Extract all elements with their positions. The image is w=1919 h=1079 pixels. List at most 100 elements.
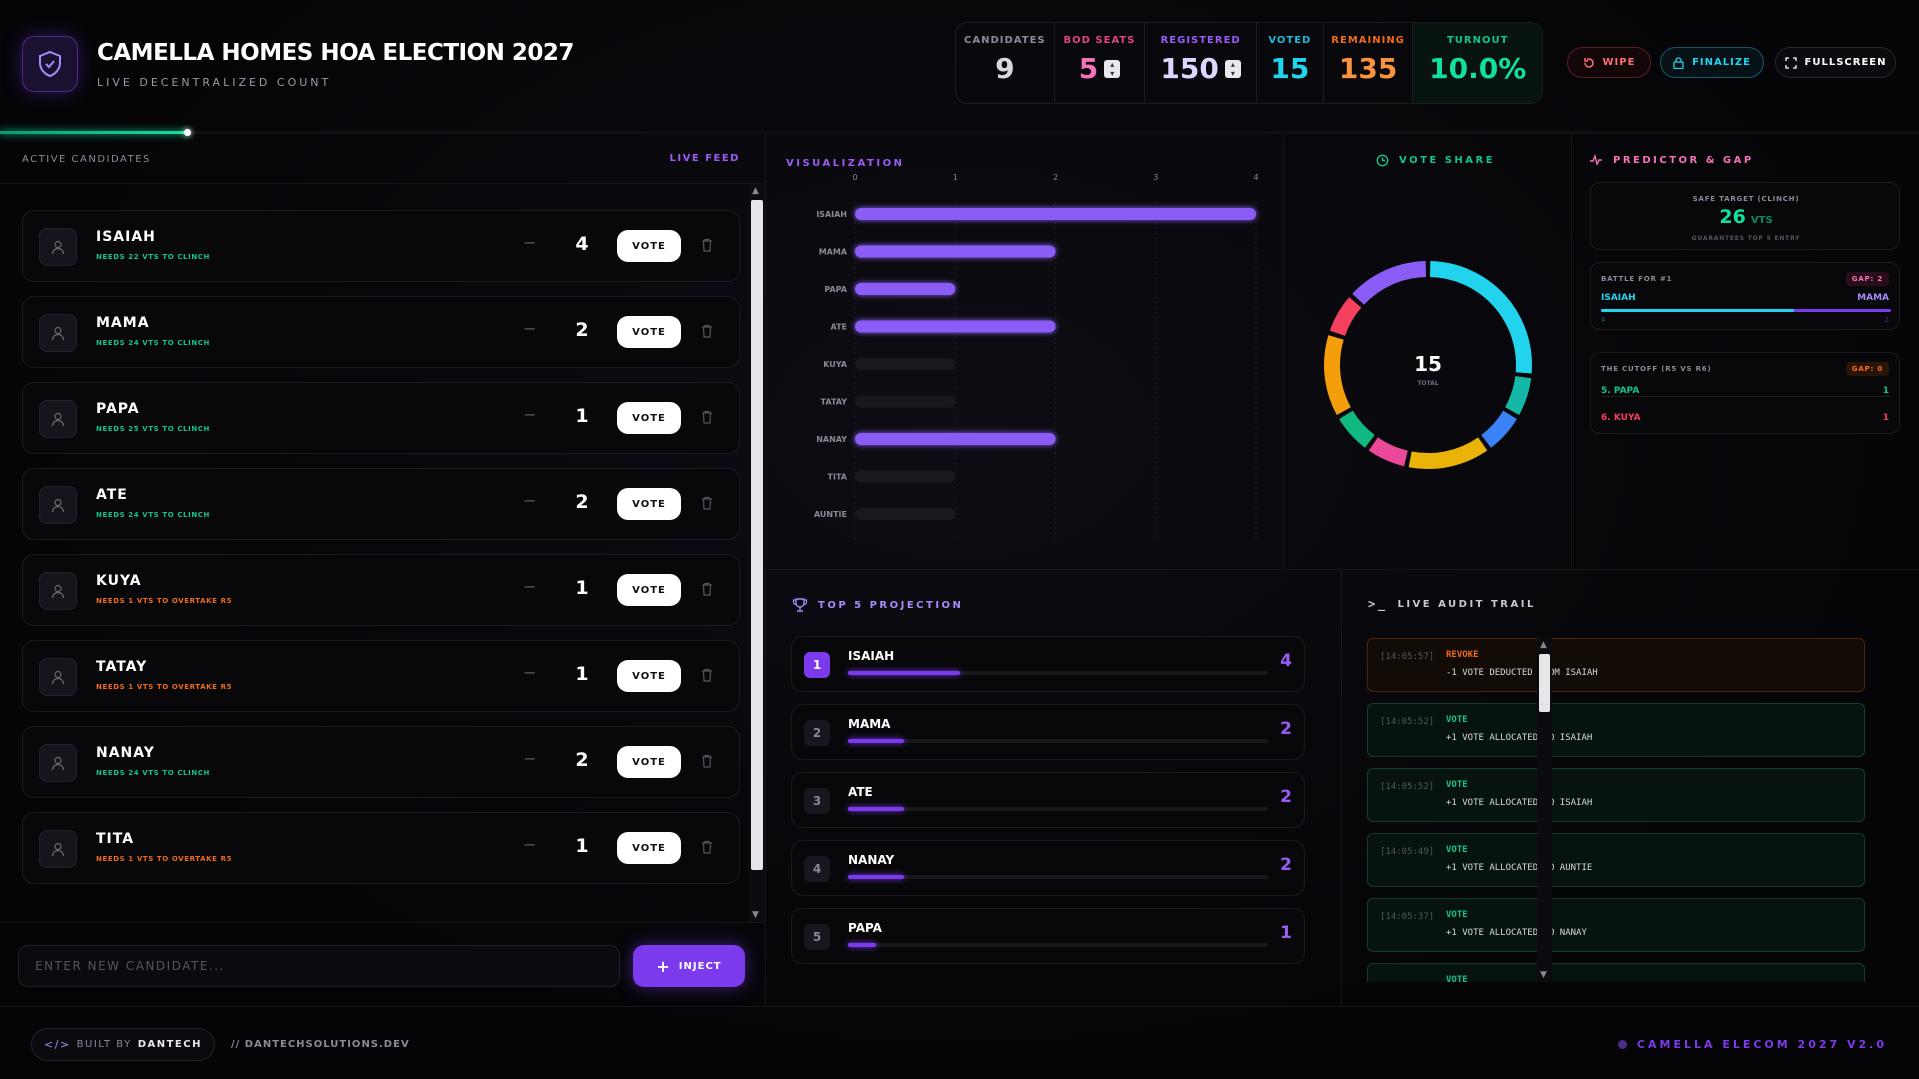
footer-domain-link[interactable]: // DANTECHSOLUTIONS.DEV — [231, 1039, 410, 1050]
candidate-row: KUYA NEEDS 1 VTS TO OVERTAKE R5 − 1 VOTE — [22, 554, 740, 626]
audit-message: -1 VOTE DEDUCTED FROM ISAIAH — [1446, 668, 1598, 678]
bar — [855, 245, 1056, 258]
trash-icon[interactable] — [701, 323, 713, 342]
wipe-label: WIPE — [1602, 57, 1636, 68]
category-label: TITA — [828, 473, 848, 482]
projection-votes: 2 — [1280, 787, 1292, 807]
vote-button[interactable]: VOTE — [617, 660, 681, 692]
decrement-button[interactable]: − — [523, 577, 537, 596]
stat-label: REMAINING — [1331, 35, 1405, 46]
projection-bar — [848, 875, 1268, 879]
vote-button[interactable]: VOTE — [617, 316, 681, 348]
decrement-button[interactable]: − — [523, 835, 537, 854]
candidate-vote-count: 1 — [575, 663, 589, 685]
stat-value: 10.0% — [1429, 52, 1527, 85]
terminal-icon: >_ — [1368, 597, 1388, 611]
audit-panel: >_ LIVE AUDIT TRAIL [14:05:57] REVOKE -1 V… — [1343, 570, 1919, 1006]
registered-stepper[interactable]: ▴ ▾ — [1224, 59, 1241, 78]
vote-button[interactable]: VOTE — [617, 230, 681, 262]
audit-type: VOTE — [1446, 845, 1468, 855]
trash-icon[interactable] — [701, 667, 713, 686]
trash-icon[interactable] — [701, 495, 713, 514]
trash-icon[interactable] — [701, 409, 713, 428]
audit-message: +1 VOTE ALLOCATED TO ISAIAH — [1446, 798, 1593, 808]
user-icon — [39, 658, 77, 696]
scrollbar-thumb[interactable] — [751, 200, 763, 870]
shield-icon — [22, 36, 78, 92]
projection-name: NANAY — [848, 853, 895, 867]
x-tick-label: 1 — [953, 173, 958, 182]
vote-button[interactable]: VOTE — [617, 746, 681, 778]
stat-value: 135 — [1338, 52, 1398, 85]
category-label: AUNTIE — [814, 510, 847, 519]
candidate-name: TITA — [96, 831, 135, 847]
cutoff-gap-badge: GAP: 0 — [1845, 362, 1889, 376]
donut-total-label: TOTAL — [1417, 380, 1438, 387]
bar-empty — [855, 395, 956, 408]
trash-icon[interactable] — [701, 839, 713, 858]
candidate-list-scrollbar[interactable]: ▲ ▼ — [749, 184, 765, 922]
audit-entry: [14:05:52] VOTE +1 VOTE ALLOCATED TO ISAIA… — [1367, 768, 1865, 822]
scroll-down-icon[interactable]: ▼ — [752, 910, 759, 920]
live-feed-label: LIVE FEED — [669, 153, 740, 164]
header: CAMELLA HOMES HOA ELECTION 2027 LIVE DEC… — [0, 0, 1919, 136]
wipe-button[interactable]: WIPE — [1567, 47, 1651, 78]
category-label: KUYA — [823, 360, 848, 369]
audit-scrollbar-thumb[interactable] — [1539, 654, 1550, 712]
inject-button[interactable]: + INJECT — [633, 945, 745, 987]
donut-slice — [1324, 335, 1351, 415]
built-by-badge[interactable]: </> BUILT BY DANTECH — [31, 1028, 215, 1061]
decrement-button[interactable]: − — [523, 319, 537, 338]
stats-bar: CANDIDATES 9 BOD SEATS 5 ▴ ▾ REGISTERED 1… — [955, 22, 1543, 104]
vote-button[interactable]: VOTE — [617, 574, 681, 606]
decrement-button[interactable]: − — [523, 491, 537, 510]
scroll-up-icon[interactable]: ▲ — [1540, 640, 1547, 650]
battle-gap-badge: GAP: 2 — [1845, 272, 1889, 286]
battle-leader-votes: 4 — [1601, 316, 1606, 324]
projection-bar — [848, 807, 1268, 811]
safe-target-value: 26 — [1719, 206, 1746, 228]
category-label: ATE — [831, 323, 848, 332]
decrement-button[interactable]: − — [523, 663, 537, 682]
rank-badge: 1 — [804, 652, 830, 678]
vote-button[interactable]: VOTE — [617, 832, 681, 864]
fullscreen-label: FULLSCREEN — [1804, 57, 1887, 68]
candidate-name: KUYA — [96, 573, 142, 589]
vote-share-title: VOTE SHARE — [1399, 155, 1496, 166]
decrement-button[interactable]: − — [523, 405, 537, 424]
scroll-down-icon[interactable]: ▼ — [1540, 970, 1547, 980]
status-dot-icon — [1617, 1040, 1627, 1049]
finalize-button[interactable]: FINALIZE — [1660, 47, 1764, 78]
new-candidate-input[interactable] — [18, 945, 620, 987]
trash-icon[interactable] — [701, 237, 713, 256]
cutoff-card: THE CUTOFF (R5 VS R6) GAP: 0 5. PAPA 1 6… — [1590, 352, 1900, 434]
vote-button[interactable]: VOTE — [617, 488, 681, 520]
audit-scrollbar[interactable]: ▲ ▼ — [1537, 638, 1552, 982]
fullscreen-button[interactable]: FULLSCREEN — [1775, 47, 1896, 78]
bar-empty — [855, 358, 956, 370]
candidate-need: NEEDS 24 VTS TO CLINCH — [96, 511, 210, 519]
donut-slice — [1339, 410, 1375, 448]
candidate-vote-count: 2 — [575, 319, 589, 341]
trash-icon[interactable] — [701, 753, 713, 772]
code-icon: </> — [44, 1038, 71, 1051]
projection-name: PAPA — [848, 921, 882, 935]
decrement-button[interactable]: − — [523, 233, 537, 252]
candidate-name: ATE — [96, 487, 128, 503]
projection-row: 5 PAPA 1 — [791, 908, 1305, 964]
donut-slice — [1352, 261, 1427, 305]
candidate-need: NEEDS 1 VTS TO OVERTAKE R5 — [96, 597, 233, 605]
battle-leader: ISAIAH — [1601, 293, 1636, 303]
trash-icon[interactable] — [701, 581, 713, 600]
rank-badge: 5 — [804, 924, 830, 950]
seats-stepper[interactable]: ▴ ▾ — [1104, 59, 1121, 78]
candidate-row: MAMA NEEDS 24 VTS TO CLINCH − 2 VOTE — [22, 296, 740, 368]
user-icon — [39, 314, 77, 352]
stat-remaining: REMAINING 135 — [1324, 23, 1414, 103]
audit-list: [14:05:57] REVOKE -1 VOTE DEDUCTED FROM IS… — [1367, 638, 1887, 982]
category-label: ISAIAH — [816, 210, 847, 219]
vote-button[interactable]: VOTE — [617, 402, 681, 434]
battle-label: BATTLE FOR #1 — [1601, 275, 1673, 283]
decrement-button[interactable]: − — [523, 749, 537, 768]
scroll-up-icon[interactable]: ▲ — [752, 186, 759, 196]
